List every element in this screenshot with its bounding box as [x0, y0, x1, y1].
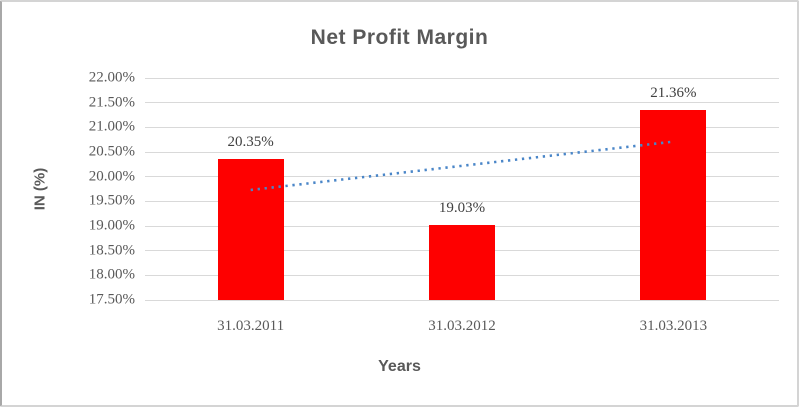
x-category-label: 31.03.2013 — [639, 318, 708, 334]
gridline — [145, 200, 779, 202]
y-tick-label: 17.50% — [88, 291, 135, 308]
y-tick-label: 20.50% — [88, 143, 135, 160]
bar-data-label: 19.03% — [438, 199, 486, 216]
y-tick-label: 18.50% — [88, 242, 135, 259]
x-category-label: 31.03.2011 — [217, 318, 285, 334]
y-tick-label: 22.00% — [88, 69, 135, 86]
gridline — [145, 77, 779, 79]
bar-data-label: 20.35% — [227, 134, 274, 151]
gridline — [145, 126, 779, 128]
bar-data-label: 21.36% — [650, 84, 697, 101]
y-tick-label: 19.00% — [88, 217, 135, 234]
y-tick-label: 18.00% — [88, 266, 135, 283]
y-tick-label: 21.00% — [88, 118, 135, 135]
gridline — [145, 102, 779, 104]
y-axis-title: IN (%) — [31, 167, 49, 211]
y-tick-label: 19.50% — [88, 192, 135, 209]
x-category-label: 31.03.2012 — [428, 318, 496, 334]
y-tick-label: 21.50% — [88, 94, 135, 111]
gridline — [145, 299, 779, 301]
bar-31.03.2012 — [429, 224, 495, 300]
chart-title: Net Profit Margin — [310, 26, 489, 49]
x-axis-title: Years — [378, 358, 421, 375]
bar-31.03.2013 — [640, 109, 707, 300]
y-tick-label: 20.00% — [88, 168, 135, 185]
bar-31.03.2011 — [217, 159, 284, 300]
